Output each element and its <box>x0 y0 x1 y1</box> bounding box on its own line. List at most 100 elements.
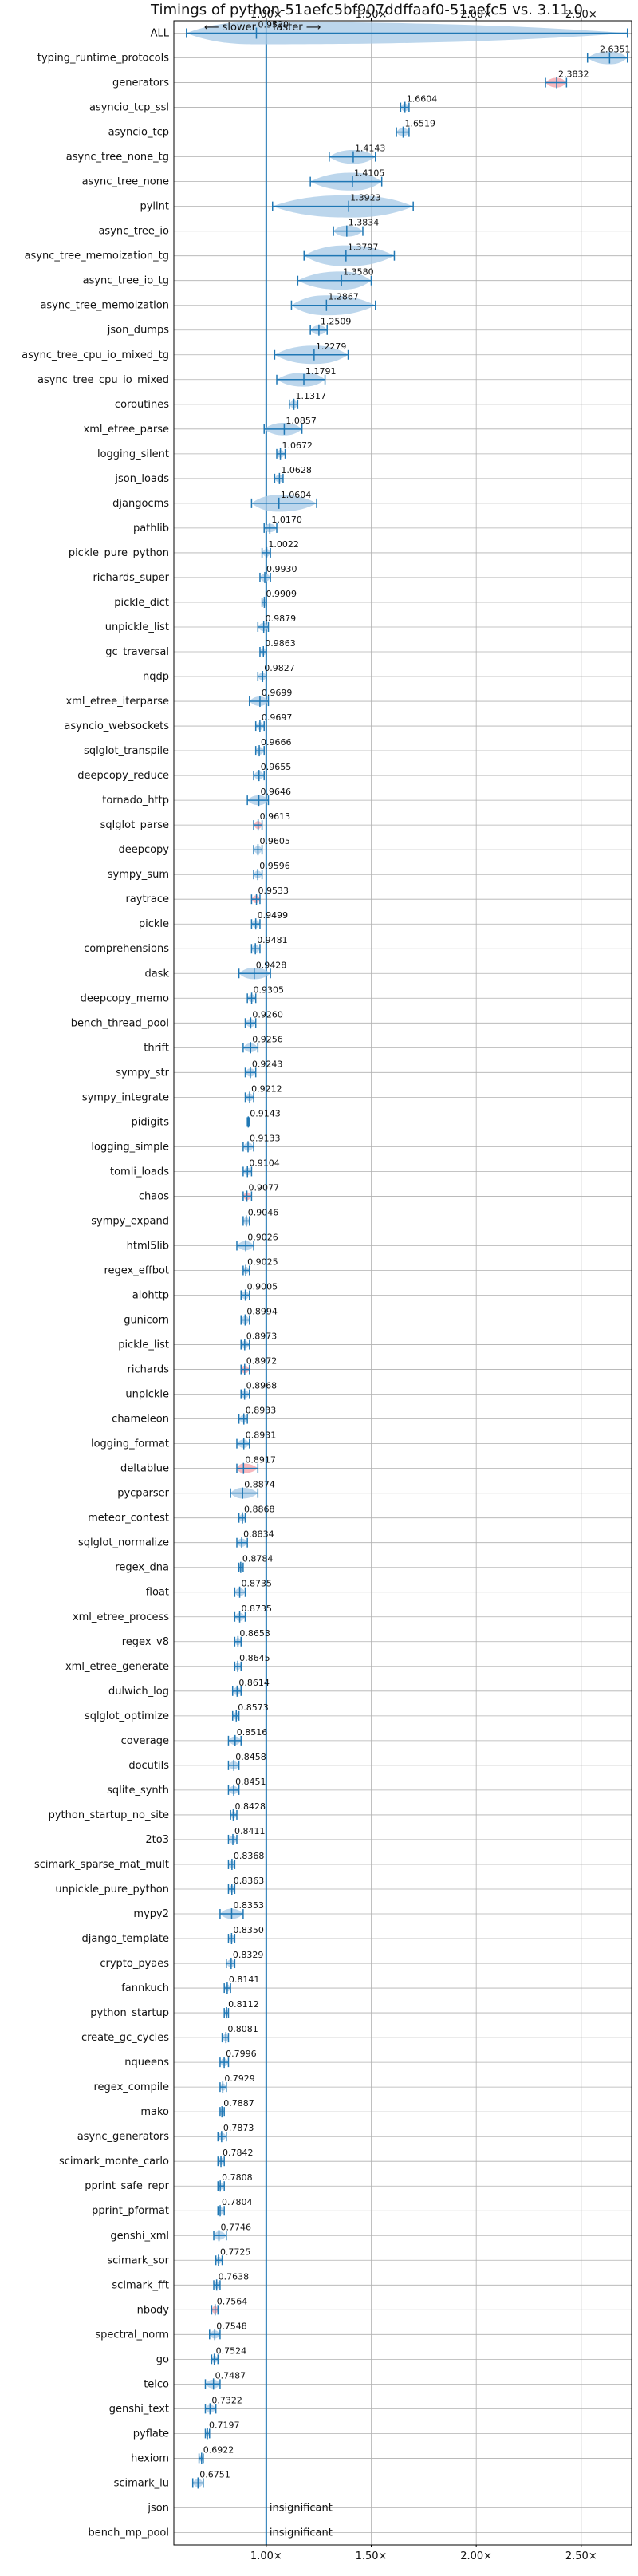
category-label-mako: mako <box>140 2106 169 2118</box>
category-label-deepcopy: deepcopy <box>118 844 169 856</box>
category-label-pyflate: pyflate <box>133 2428 169 2440</box>
value-label-genshi-text: 0.7322 <box>211 2395 242 2405</box>
value-label-deepcopy-reduce: 0.9655 <box>261 762 292 772</box>
value-label-deltablue: 0.8917 <box>245 1455 276 1466</box>
value-label-scimark-lu: 0.6751 <box>199 2469 230 2479</box>
value-label-tornado-http: 0.9646 <box>261 787 292 797</box>
category-label-python-startup-no-site: python_startup_no_site <box>49 1809 169 1821</box>
category-label-scimark-fft: scimark_fft <box>112 2279 169 2291</box>
value-label-coroutines: 1.1317 <box>296 391 327 401</box>
category-label-sympy-sum: sympy_sum <box>108 869 169 881</box>
value-label-richards: 0.8972 <box>246 1356 278 1367</box>
value-label-2to3: 0.8411 <box>234 1826 266 1836</box>
category-label-mypy2: mypy2 <box>133 1908 169 1920</box>
value-label-pickle: 0.9499 <box>258 910 289 921</box>
category-label-comprehensions: comprehensions <box>84 943 169 955</box>
category-label-thrift: thrift <box>144 1042 169 1054</box>
category-label-sqlite-synth: sqlite_synth <box>107 1785 169 1797</box>
category-label-sqlglot-normalize: sqlglot_normalize <box>78 1537 169 1549</box>
category-label-create-gc-cycles: create_gc_cycles <box>81 2032 169 2044</box>
slower-note: ⟵ slower <box>204 22 257 34</box>
value-label-sympy-expand: 0.9046 <box>248 1207 279 1217</box>
x-tick-label-top-0: 1.00× <box>250 9 282 21</box>
chart-title: Timings of python-51aefc5bf907ddffaaf0-5… <box>150 2 583 18</box>
value-label-sqlglot-normalize: 0.8834 <box>243 1529 274 1540</box>
value-label-hexiom: 0.6922 <box>203 2444 234 2455</box>
category-label-sympy-expand: sympy_expand <box>91 1215 169 1227</box>
value-label-pycparser: 0.8874 <box>244 1480 275 1490</box>
category-label-logging-silent: logging_silent <box>97 448 169 460</box>
value-label-unpickle-pure-python: 0.8363 <box>234 1876 265 1886</box>
value-label-gunicorn: 0.8994 <box>246 1307 278 1317</box>
category-label-raytrace: raytrace <box>125 894 169 905</box>
faster-note: faster ⟶ <box>273 22 321 34</box>
category-label-deepcopy-reduce: deepcopy_reduce <box>77 770 169 782</box>
value-label-crypto-pyaes: 0.8329 <box>233 1950 264 1960</box>
category-label-richards-super: richards_super <box>93 572 169 584</box>
category-label-deltablue: deltablue <box>120 1463 169 1475</box>
value-label-sqlglot-transpile: 0.9666 <box>261 737 292 748</box>
value-label-tomli-loads: 0.9104 <box>249 1158 280 1168</box>
category-label-pickle-dict: pickle_dict <box>114 597 169 609</box>
category-label-sqlglot-transpile: sqlglot_transpile <box>84 745 169 757</box>
value-label-scimark-monte-carlo: 0.7842 <box>223 2148 254 2158</box>
category-label-async-tree-memoization-tg: async_tree_memoization_tg <box>25 250 169 262</box>
value-label-comprehensions: 0.9481 <box>257 935 288 945</box>
category-label-asyncio-tcp-ssl: asyncio_tcp_ssl <box>89 102 169 114</box>
value-label-pyflate: 0.7197 <box>209 2420 240 2430</box>
category-label-async-tree-cpu-io-mixed-tg: async_tree_cpu_io_mixed_tg <box>22 349 169 361</box>
value-label-generators: 2.3832 <box>558 69 589 80</box>
value-label-float: 0.8735 <box>242 1579 273 1589</box>
category-label-coroutines: coroutines <box>115 399 169 411</box>
value-label-pylint: 1.3923 <box>350 193 381 203</box>
value-label-sympy-integrate: 0.9212 <box>251 1083 282 1094</box>
category-label-regex-dna: regex_dna <box>115 1562 169 1574</box>
value-label-xml-etree-iterparse: 0.9699 <box>262 688 293 698</box>
category-label-scimark-monte-carlo: scimark_monte_carlo <box>59 2156 169 2168</box>
category-label-scimark-sor: scimark_sor <box>107 2254 169 2266</box>
x-tick-label-bottom-3: 2.50× <box>565 2550 597 2562</box>
value-label-pathlib: 1.0170 <box>271 515 302 525</box>
category-label-asyncio-websockets: asyncio_websockets <box>64 720 169 732</box>
value-label-docutils: 0.8458 <box>235 1752 266 1762</box>
value-label-regex-compile: 0.7929 <box>224 2073 255 2084</box>
category-label-dask: dask <box>144 968 169 980</box>
category-label-fannkuch: fannkuch <box>121 1982 169 1994</box>
category-label-xml-etree-iterparse: xml_etree_iterparse <box>65 696 169 708</box>
x-tick-label-top-2: 2.00× <box>460 9 492 21</box>
category-label-gc-traversal: gc_traversal <box>105 646 169 658</box>
category-label-async-tree-none-tg: async_tree_none_tg <box>66 152 169 164</box>
category-label-regex-effbot: regex_effbot <box>104 1264 169 1276</box>
value-label-chaos: 0.9077 <box>249 1182 280 1193</box>
value-label-all: 0.9530 <box>258 20 289 30</box>
value-label-meteor-contest: 0.8868 <box>244 1505 275 1515</box>
value-label-chameleon: 0.8933 <box>246 1406 277 1416</box>
value-label-pprint-safe-repr: 0.7808 <box>222 2172 253 2183</box>
category-label-typing-runtime-protocols: typing_runtime_protocols <box>37 53 169 65</box>
value-label-nbody: 0.7564 <box>217 2296 248 2306</box>
category-label-chaos: chaos <box>139 1190 169 1202</box>
value-label-create-gc-cycles: 0.8081 <box>227 2024 258 2034</box>
category-label-2to3: 2to3 <box>145 1834 169 1846</box>
x-tick-label-bottom-0: 1.00× <box>250 2550 282 2562</box>
category-label-pidigits: pidigits <box>132 1116 170 1128</box>
category-label-scimark-lu: scimark_lu <box>114 2477 169 2489</box>
value-label-json-dumps: 1.2509 <box>321 317 352 327</box>
value-label-asyncio-tcp: 1.6519 <box>405 119 435 129</box>
category-label-aiohttp: aiohttp <box>132 1290 169 1302</box>
category-label-pickle: pickle <box>139 918 169 930</box>
value-label-typing-runtime-protocols: 2.6351 <box>600 45 631 55</box>
value-label-logging-format: 0.8931 <box>246 1430 277 1441</box>
category-label-logging-simple: logging_simple <box>91 1141 169 1153</box>
category-label-genshi-xml: genshi_xml <box>110 2230 169 2242</box>
value-label-regex-v8: 0.8653 <box>239 1628 270 1639</box>
category-label-richards: richards <box>128 1364 170 1376</box>
value-label-richards-super: 0.9930 <box>266 564 297 574</box>
category-label-unpickle-pure-python: unpickle_pure_python <box>55 1884 169 1896</box>
category-label-sqlglot-optimize: sqlglot_optimize <box>85 1710 169 1722</box>
value-label-asyncio-tcp-ssl: 1.6604 <box>407 94 438 105</box>
category-label-unpickle-list: unpickle_list <box>105 621 169 633</box>
category-label-djangocms: djangocms <box>112 498 169 510</box>
category-label-all: ALL <box>151 28 170 40</box>
